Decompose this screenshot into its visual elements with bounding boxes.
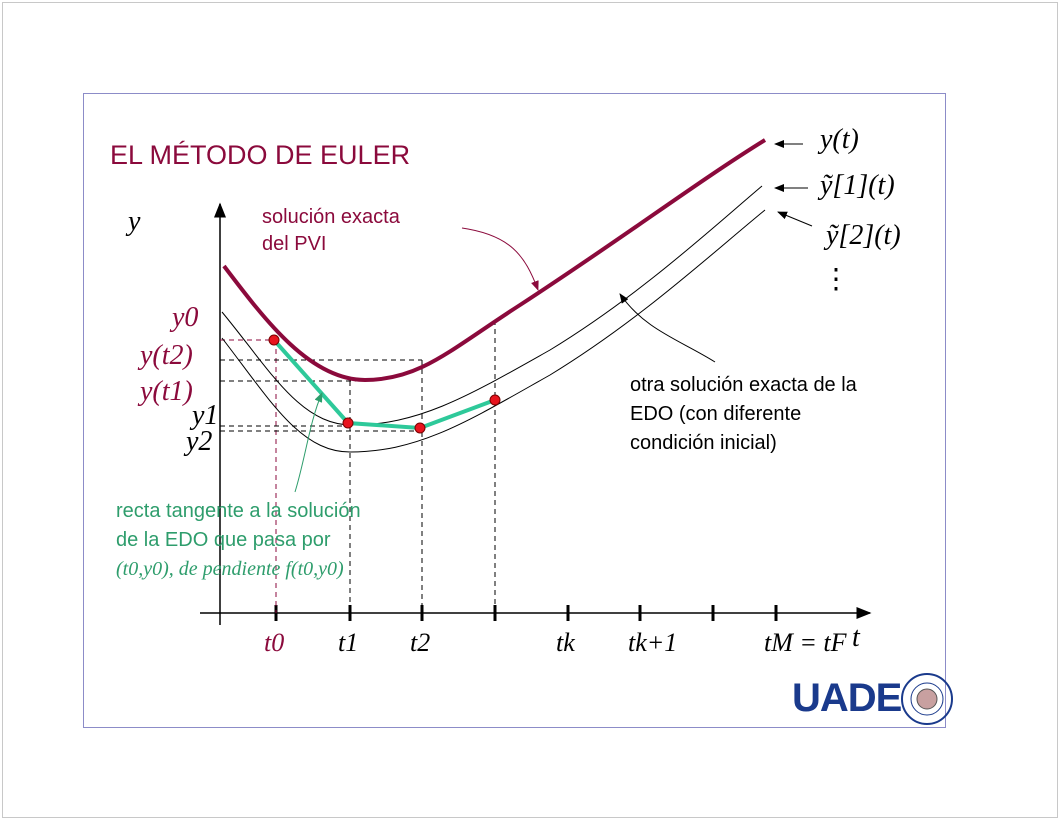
y1-label: y1	[192, 400, 219, 431]
other-solution-curve-1	[221, 185, 763, 426]
t0-label: t0	[264, 628, 285, 657]
annotation-line: (t0,y0), de pendiente f(t0,y0)	[116, 558, 344, 580]
annotation-line: de la EDO que pasa por	[116, 529, 331, 551]
slide-title: EL MÉTODO DE EULER	[110, 140, 411, 170]
annotation-line: solución exacta	[262, 206, 400, 228]
exact-solution-curve	[222, 138, 767, 383]
approx1-curve-label: ỹ[1](t)	[820, 170, 895, 201]
annotation-line: condición inicial)	[630, 432, 777, 454]
more-curves-ellipsis: ⋮	[822, 264, 850, 295]
exact-pvi-annotation: solución exacta del PVI	[262, 204, 400, 258]
y0-label: y0	[172, 302, 199, 333]
tk-label: tk	[556, 628, 575, 657]
uade-logo: UADE	[792, 673, 953, 725]
euler-points	[268, 334, 501, 434]
annotation-line: otra solución exacta de la	[630, 374, 857, 396]
other-solution-arrow	[619, 293, 716, 363]
slide-frame	[83, 93, 946, 728]
annotation-line: recta tangente a la solución	[116, 500, 361, 522]
y-t2-label: y(t2)	[140, 340, 193, 371]
tM-tF-label: tM = tF	[764, 628, 847, 657]
approx2-curve-label: ỹ[2](t)	[826, 220, 901, 251]
t-axis-label: t	[852, 622, 860, 653]
annotation-line: EDO (con diferente	[630, 403, 802, 425]
other-solution-curve-2	[221, 209, 766, 453]
t2-label: t2	[410, 628, 431, 657]
uade-seal-icon	[901, 673, 953, 725]
tangent-arrow	[294, 392, 323, 493]
y2-label: y2	[186, 426, 213, 457]
y-t1-label: y(t1)	[140, 376, 193, 407]
other-solution-annotation: otra solución exacta de la EDO (con dife…	[630, 371, 857, 458]
t1-label: t1	[338, 628, 359, 657]
annotation-line: del PVI	[262, 233, 327, 255]
y-axis-label: y	[128, 206, 141, 237]
exact-pvi-arrow	[461, 227, 539, 291]
tangent-annotation: recta tangente a la solución de la EDO q…	[116, 497, 361, 584]
tk1-label: tk+1	[628, 628, 678, 657]
exact-curve-label: y(t)	[820, 124, 859, 155]
logo-text: UADE	[792, 676, 902, 720]
euler-tangent-path	[272, 338, 496, 431]
label-arrow-approx2	[777, 211, 813, 227]
